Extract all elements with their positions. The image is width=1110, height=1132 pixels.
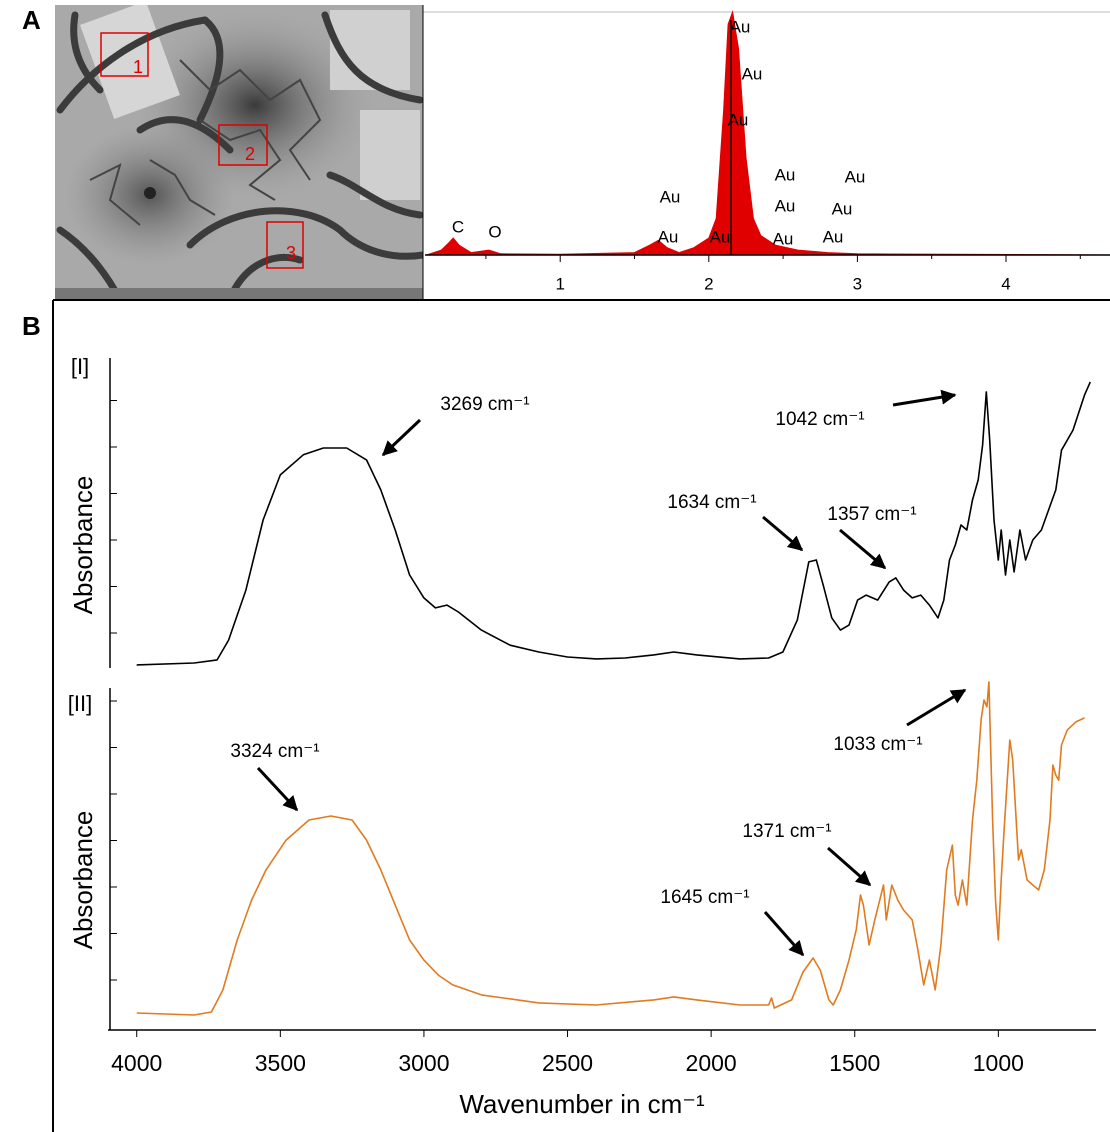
panel-label: B — [22, 311, 41, 341]
peak-label: Au — [832, 199, 853, 218]
peak-label: Au — [728, 110, 749, 129]
y-axis-label: Absorbance — [68, 811, 98, 950]
annotation-arrow — [906, 688, 967, 727]
peak-annotation: 1371 cm⁻¹ — [742, 821, 831, 842]
peak-label: C — [452, 217, 464, 236]
peak-annotation: 1033 cm⁻¹ — [833, 734, 922, 755]
x-tick-label: 3500 — [255, 1050, 306, 1076]
region-label: 2 — [245, 144, 255, 164]
peak-label: O — [488, 222, 501, 241]
annotation-arrow — [892, 389, 957, 407]
x-tick-label: 3000 — [398, 1050, 449, 1076]
peak-annotation: 3269 cm⁻¹ — [440, 394, 529, 415]
peak-label: Au — [775, 165, 796, 184]
x-tick-label: 1500 — [829, 1050, 880, 1076]
peak-label: Au — [660, 187, 681, 206]
peak-label: Au — [823, 227, 844, 246]
peak-annotation: 1634 cm⁻¹ — [667, 492, 756, 513]
panel-tag: [II] — [68, 691, 92, 716]
spectrum-line — [136, 381, 1092, 666]
peak-label: Au — [742, 64, 763, 83]
sem-regions — [100, 32, 304, 269]
x-tick-label: 2500 — [542, 1050, 593, 1076]
peak-annotation: 1042 cm⁻¹ — [775, 409, 864, 430]
spectrum-area — [426, 10, 1110, 256]
x-axis-label: Wavenumber in cm⁻¹ — [459, 1089, 705, 1119]
x-tick-label: 1 — [555, 274, 564, 293]
x-tick-label: 4 — [1001, 274, 1010, 293]
spectrum-line — [136, 681, 1085, 1016]
panel-label: A — [22, 5, 41, 35]
peak-label: Au — [710, 227, 731, 246]
annotation-arrow — [381, 418, 422, 457]
x-tick-label: 1000 — [973, 1050, 1024, 1076]
peak-label: Au — [730, 17, 751, 36]
x-tick-label: 3 — [853, 274, 862, 293]
peak-annotation: 1645 cm⁻¹ — [660, 887, 749, 908]
peak-annotation: 3324 cm⁻¹ — [230, 741, 319, 762]
peak-label: Au — [775, 196, 796, 215]
x-tick-label: 2000 — [686, 1050, 737, 1076]
panel-tag: [I] — [71, 354, 89, 379]
peak-label: Au — [773, 229, 794, 248]
x-tick-label: 2 — [704, 274, 713, 293]
region-label: 1 — [133, 57, 143, 77]
peak-label: Au — [658, 227, 679, 246]
annotation-arrow — [762, 515, 804, 552]
peak-label: Au — [845, 167, 866, 186]
annotation-arrow — [827, 846, 872, 887]
annotation-arrow — [256, 766, 299, 812]
annotation-arrow — [839, 528, 887, 570]
x-tick-label: 4000 — [111, 1050, 162, 1076]
sem-image — [55, 5, 423, 300]
region-label: 3 — [286, 243, 296, 263]
peak-annotation: 1357 cm⁻¹ — [827, 504, 916, 525]
annotation-arrow — [763, 911, 805, 957]
y-axis-label: Absorbance — [68, 476, 98, 615]
